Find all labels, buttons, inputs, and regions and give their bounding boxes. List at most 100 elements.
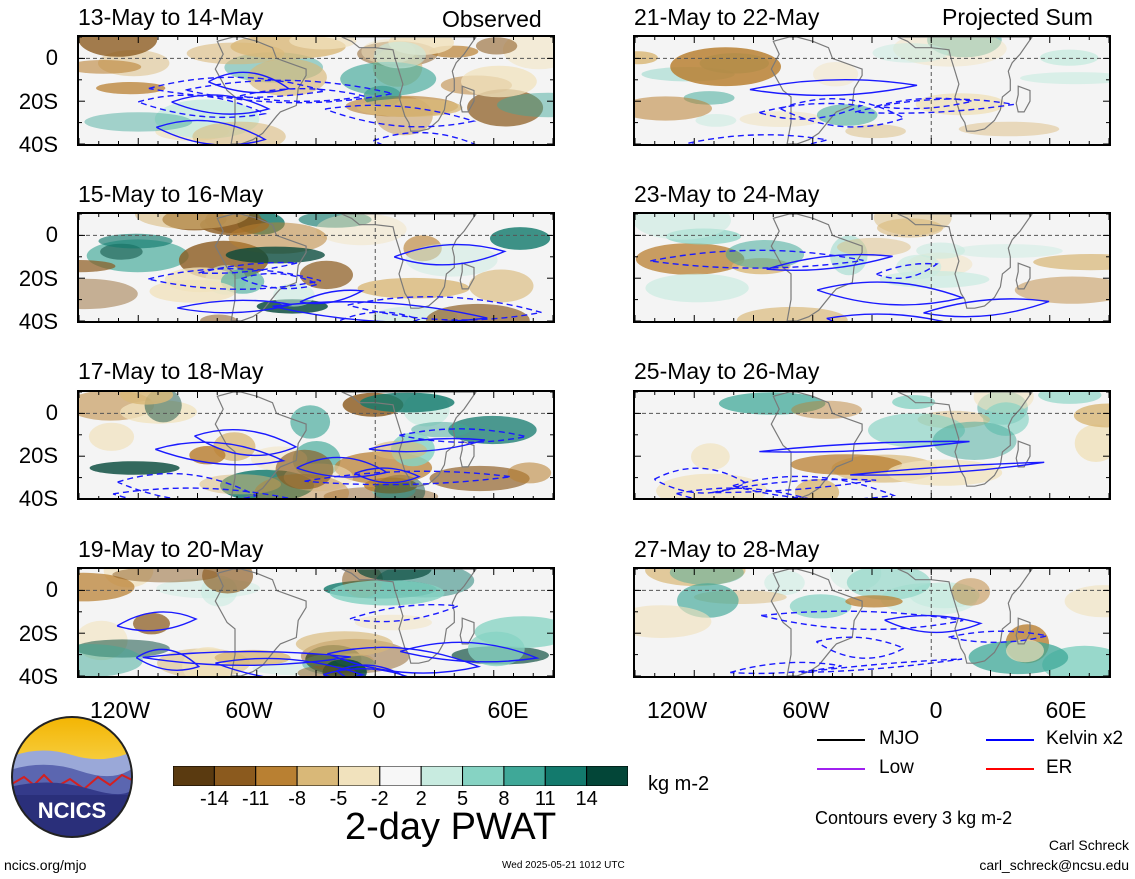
africa-coastline <box>341 214 477 309</box>
lat-label: 20S <box>18 443 58 468</box>
south-america-coastline <box>214 392 307 498</box>
pwat-anomaly <box>507 462 552 484</box>
pwat-anomaly <box>295 631 393 657</box>
lat-label: 40S <box>18 486 58 511</box>
lat-label: 40S <box>18 132 58 157</box>
pwat-anomaly <box>84 112 193 132</box>
pwat-anomaly <box>225 246 325 264</box>
south-america-coastline <box>770 214 863 321</box>
lon-label: 0 <box>929 697 943 723</box>
kelvin-contour <box>324 104 477 128</box>
pwat-anomaly <box>290 405 331 439</box>
pwat-anomaly <box>474 616 553 648</box>
pwat-anomaly <box>670 47 781 87</box>
lon-label: 120W <box>646 697 708 723</box>
colorbar-tick-label: -2 <box>370 788 389 810</box>
legend-swatch-kelvin <box>986 739 1034 741</box>
madagascar-coastline <box>459 440 475 468</box>
pwat-anomaly <box>635 605 712 638</box>
footer-email: carl_schreck@ncsu.edu <box>979 857 1129 873</box>
pwat-anomaly <box>79 260 116 273</box>
colorbar-swatch <box>173 766 215 786</box>
colorbar-swatch <box>503 766 546 786</box>
pwat-anomaly <box>475 37 518 55</box>
colorbar-swatch <box>337 766 381 786</box>
pwat-anomaly <box>958 121 1060 137</box>
kelvin-contour <box>327 646 482 674</box>
pwat-anomaly <box>635 96 712 121</box>
map-canvas <box>635 214 1109 321</box>
kelvin-contour <box>349 603 459 623</box>
kelvin-contour <box>296 456 389 478</box>
pwat-anomaly <box>289 37 357 50</box>
kelvin-contour <box>155 119 267 144</box>
africa-coastline <box>897 569 1033 664</box>
pwat-anomaly <box>133 612 170 635</box>
kelvin-contour <box>155 441 286 466</box>
kelvin-contour <box>215 657 366 676</box>
pwat-anomaly <box>877 218 943 238</box>
footer-timestamp: Wed 2025-05-21 1012 UTC <box>502 860 625 871</box>
colorbar <box>173 766 628 786</box>
lat-label: 20S <box>18 89 58 114</box>
lon-label: 60W <box>225 697 273 723</box>
pwat-anomaly <box>916 242 965 259</box>
map-panel <box>633 212 1111 323</box>
kelvin-contour <box>923 298 1050 318</box>
south-america-coastline <box>214 569 307 676</box>
legend-label-low: Low <box>879 757 914 778</box>
pwat-anomaly <box>202 569 254 594</box>
kelvin-contour <box>148 76 325 99</box>
colorbar-swatch <box>586 766 628 786</box>
kelvin-contour <box>354 467 421 484</box>
pwat-anomaly <box>467 89 544 127</box>
kelvin-contour <box>676 487 809 498</box>
lat-label: 40S <box>18 309 58 334</box>
pwat-anomaly <box>645 273 749 303</box>
map-canvas <box>79 214 553 321</box>
colorbar-swatch <box>420 766 464 786</box>
kelvin-contour <box>732 475 897 498</box>
africa-coastline <box>897 37 1033 132</box>
kelvin-contour <box>239 87 365 103</box>
logo-text: NCICS <box>38 798 106 823</box>
pwat-anomaly <box>695 114 737 127</box>
kelvin-contour <box>876 262 939 280</box>
lon-label: 0 <box>372 697 386 723</box>
kelvin-contour <box>135 648 201 671</box>
kelvin-contour <box>688 134 828 144</box>
pwat-anomaly <box>340 61 437 96</box>
kelvin-contour <box>766 253 893 272</box>
colorbar-swatch <box>379 766 422 786</box>
pwat-anomaly <box>247 58 327 97</box>
south-america-coastline <box>214 37 307 144</box>
panel-title: 17-May to 18-May <box>78 358 264 384</box>
pwat-anomaly <box>373 41 426 69</box>
kelvin-contour <box>884 614 983 634</box>
pwat-anomaly <box>468 269 534 303</box>
colorbar-tick-labels: -14 -11 -8 -5 -2 2 5 8 11 14 <box>173 788 628 814</box>
kelvin-contour <box>198 261 298 274</box>
madagascar-coastline <box>459 85 475 113</box>
colorbar-tick-label: 8 <box>498 788 510 810</box>
kelvin-contour <box>393 243 507 266</box>
ncics-logo: NCICS <box>11 716 133 838</box>
pwat-anomaly <box>764 570 805 596</box>
map-canvas <box>79 37 553 144</box>
pwat-anomaly <box>98 233 173 249</box>
africa-coastline <box>341 392 477 487</box>
kelvin-contour <box>815 636 906 659</box>
colorbar-tick-label: -14 <box>199 788 229 810</box>
pwat-anomaly <box>461 65 537 98</box>
map-canvas <box>635 569 1109 676</box>
kelvin-contour <box>240 272 320 290</box>
map-panel <box>633 567 1111 678</box>
panel-title: 21-May to 22-May <box>634 4 820 30</box>
kelvin-contour <box>272 301 488 321</box>
pwat-anomaly <box>112 569 219 583</box>
pwat-anomaly <box>357 277 470 299</box>
pwat-anomaly <box>794 478 840 498</box>
kelvin-contour <box>148 268 322 290</box>
pwat-anomaly <box>200 314 238 321</box>
colorbar-tick-label: 14 <box>575 788 598 810</box>
